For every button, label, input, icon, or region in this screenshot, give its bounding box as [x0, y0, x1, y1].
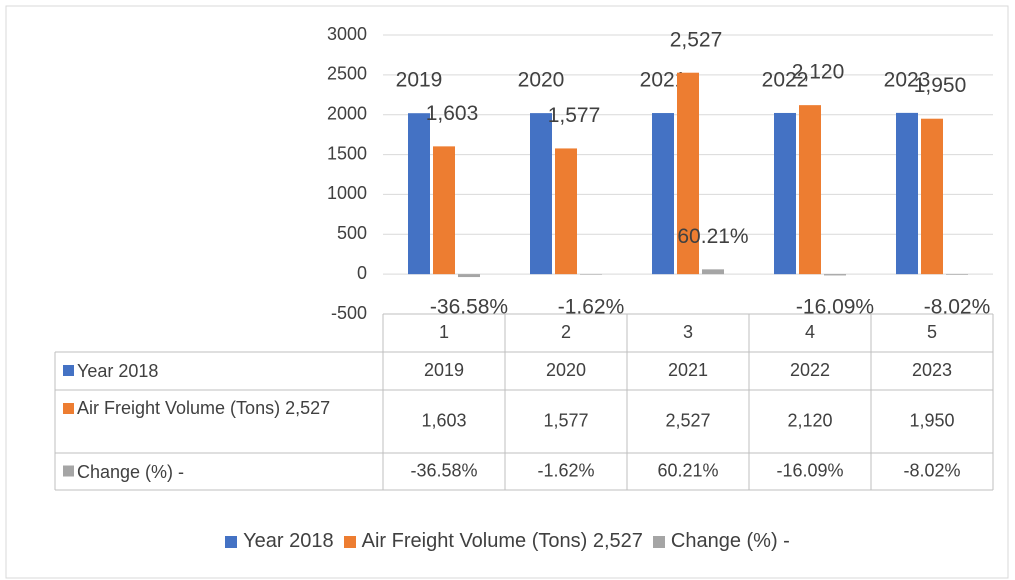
legend-label: Air Freight Volume (Tons) 2,527 — [361, 530, 643, 552]
bar — [774, 112, 796, 275]
table-value: 1,577 — [543, 410, 588, 430]
table-value: -16.09% — [776, 460, 843, 480]
bar — [458, 274, 480, 278]
bar — [580, 274, 602, 275]
y-tick-label: -500 — [331, 303, 367, 323]
table-value: 2022 — [790, 360, 830, 380]
chart-border — [5, 5, 1009, 579]
bar — [896, 112, 918, 275]
data-label: -36.58% — [430, 296, 508, 319]
table-value: 2,120 — [787, 410, 832, 430]
table-value: 1,950 — [909, 410, 954, 430]
legend: Year 2018 Air Freight Volume (Tons) 2,527… — [0, 530, 1015, 553]
data-label: 2019 — [396, 69, 443, 92]
data-label: 2,527 — [670, 28, 723, 51]
y-tick-label: 2500 — [327, 64, 367, 84]
bar — [652, 113, 674, 275]
data-label: 1,950 — [914, 74, 967, 97]
legend-key — [652, 535, 665, 548]
legend-label: Change (%) - — [670, 530, 790, 552]
bar — [433, 146, 455, 275]
x-tick-label: 3 — [683, 322, 693, 342]
table-series-name: Air Freight Volume (Tons) 2,527 — [77, 398, 331, 418]
data-label: 2020 — [518, 69, 565, 92]
bar — [799, 105, 821, 275]
table-value: 2020 — [546, 360, 586, 380]
bar — [921, 118, 943, 275]
bar — [677, 72, 699, 275]
x-tick-label: 1 — [439, 322, 449, 342]
table-legend-key — [63, 365, 74, 376]
table-value: 2021 — [668, 360, 708, 380]
legend-label: Year 2018 — [243, 530, 334, 552]
data-label: -16.09% — [796, 296, 874, 319]
data-label: 2022 — [762, 69, 809, 92]
table-series-name: Year 2018 — [77, 361, 159, 381]
data-label: 1,603 — [426, 102, 479, 125]
table-value: 2019 — [424, 360, 464, 380]
x-tick-label: 2 — [561, 322, 571, 342]
y-tick-label: 3000 — [327, 24, 367, 44]
legend-item: Year 2018 — [225, 530, 334, 553]
data-label: 2023 — [884, 68, 931, 91]
y-tick-label: 500 — [337, 223, 367, 243]
y-tick-label: 0 — [357, 263, 367, 283]
table-series-name-box: Air Freight Volume (Tons) 2,527 — [77, 398, 331, 418]
bar — [702, 269, 724, 275]
legend-key — [343, 535, 356, 548]
data-label: 60.21% — [677, 225, 748, 248]
bar — [408, 113, 430, 275]
table-series-name-box: Year 2018 — [77, 361, 159, 381]
bar — [824, 274, 846, 276]
bar — [555, 148, 577, 275]
table-series-name-box: Change (%) - — [77, 461, 185, 482]
table-value: 2,527 — [665, 410, 710, 430]
legend-key — [225, 535, 238, 548]
table-value: 1,603 — [421, 410, 466, 430]
legend-item: Air Freight Volume (Tons) 2,527 — [343, 530, 643, 553]
table-legend-key — [63, 403, 74, 414]
legend-item: Change (%) - — [652, 530, 790, 553]
y-tick-label: 2000 — [327, 103, 367, 123]
table-value: 2023 — [912, 360, 952, 380]
data-label: 2021 — [640, 69, 687, 92]
bar — [946, 274, 968, 275]
table-value: 60.21% — [657, 460, 718, 480]
data-label: 1,577 — [548, 104, 601, 127]
y-tick-label: 1500 — [327, 143, 367, 163]
y-tick-label: 1000 — [327, 183, 367, 203]
table-value: -8.02% — [903, 460, 960, 480]
data-label: -8.02% — [924, 296, 991, 319]
x-tick-label: 5 — [927, 322, 937, 342]
table-value: -1.62% — [537, 460, 594, 480]
data-label: 2,120 — [792, 61, 845, 84]
table-value: -36.58% — [410, 460, 477, 480]
table-series-name: Change (%) - — [77, 461, 185, 482]
bar — [530, 113, 552, 275]
data-label: -1.62% — [558, 296, 625, 319]
table-legend-key — [63, 465, 74, 477]
x-tick-label: 4 — [805, 322, 815, 342]
